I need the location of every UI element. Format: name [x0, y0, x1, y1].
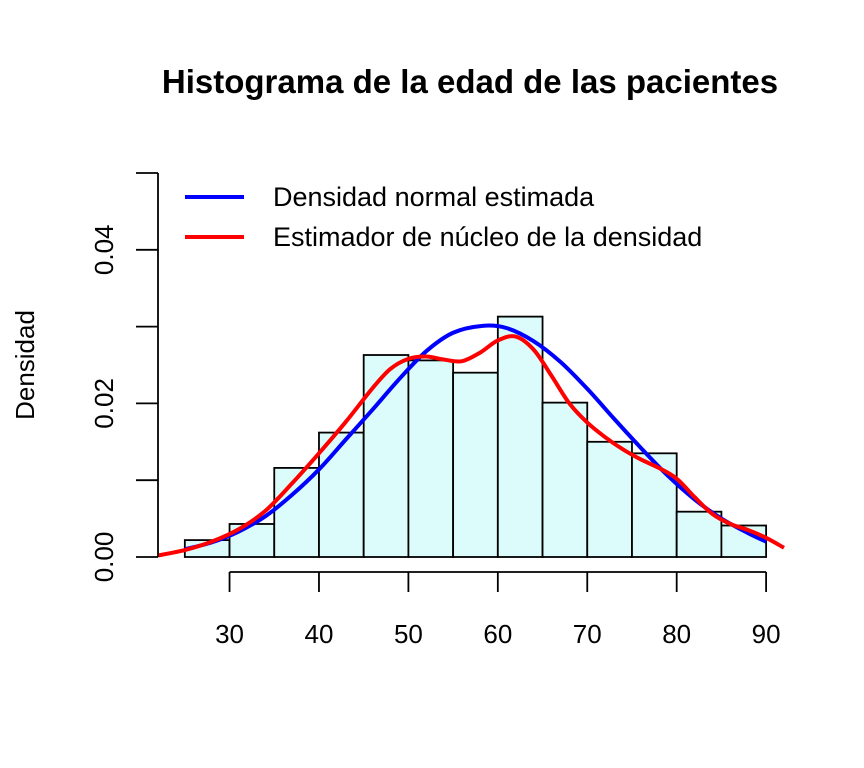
histogram-bar [586, 440, 633, 558]
histogram-bar [496, 315, 544, 558]
x-tick-label: 40 [305, 619, 334, 649]
histogram-bar [318, 431, 365, 558]
x-axis: 30 40 50 60 70 80 90 [215, 571, 781, 649]
y-axis: 0.00 0.02 0.04 [89, 172, 159, 583]
x-tick-label: 60 [483, 619, 512, 649]
legend-label-normal: Densidad normal estimada [273, 182, 595, 212]
x-tick-label: 80 [662, 619, 691, 649]
legend: Densidad normal estimada Estimador de núc… [185, 182, 702, 252]
histogram-bar [362, 354, 410, 558]
histogram-bar [675, 510, 723, 558]
y-tick-label: 0.00 [89, 532, 119, 583]
x-tick-label: 90 [752, 619, 781, 649]
x-tick-label: 50 [394, 619, 423, 649]
y-axis-label: Densidad [10, 310, 40, 420]
histogram-bar [631, 452, 678, 558]
legend-label-kernel: Estimador de núcleo de la densidad [273, 222, 702, 252]
chart-title: Histograma de la edad de las pacientes [162, 63, 778, 100]
kernel-density-line [157, 334, 785, 558]
histogram-bar [273, 467, 320, 558]
histogram-bar [541, 401, 589, 558]
histogram-bar [407, 359, 455, 558]
x-tick-label: 70 [573, 619, 602, 649]
histogram-bar [720, 524, 768, 558]
y-tick-label: 0.02 [89, 378, 119, 429]
x-tick-label: 30 [215, 619, 244, 649]
histogram-bar [452, 371, 499, 558]
histogram-bars [183, 315, 768, 558]
density-curves [157, 323, 785, 558]
y-tick-label: 0.04 [89, 224, 119, 275]
normal-density-line [184, 323, 767, 552]
